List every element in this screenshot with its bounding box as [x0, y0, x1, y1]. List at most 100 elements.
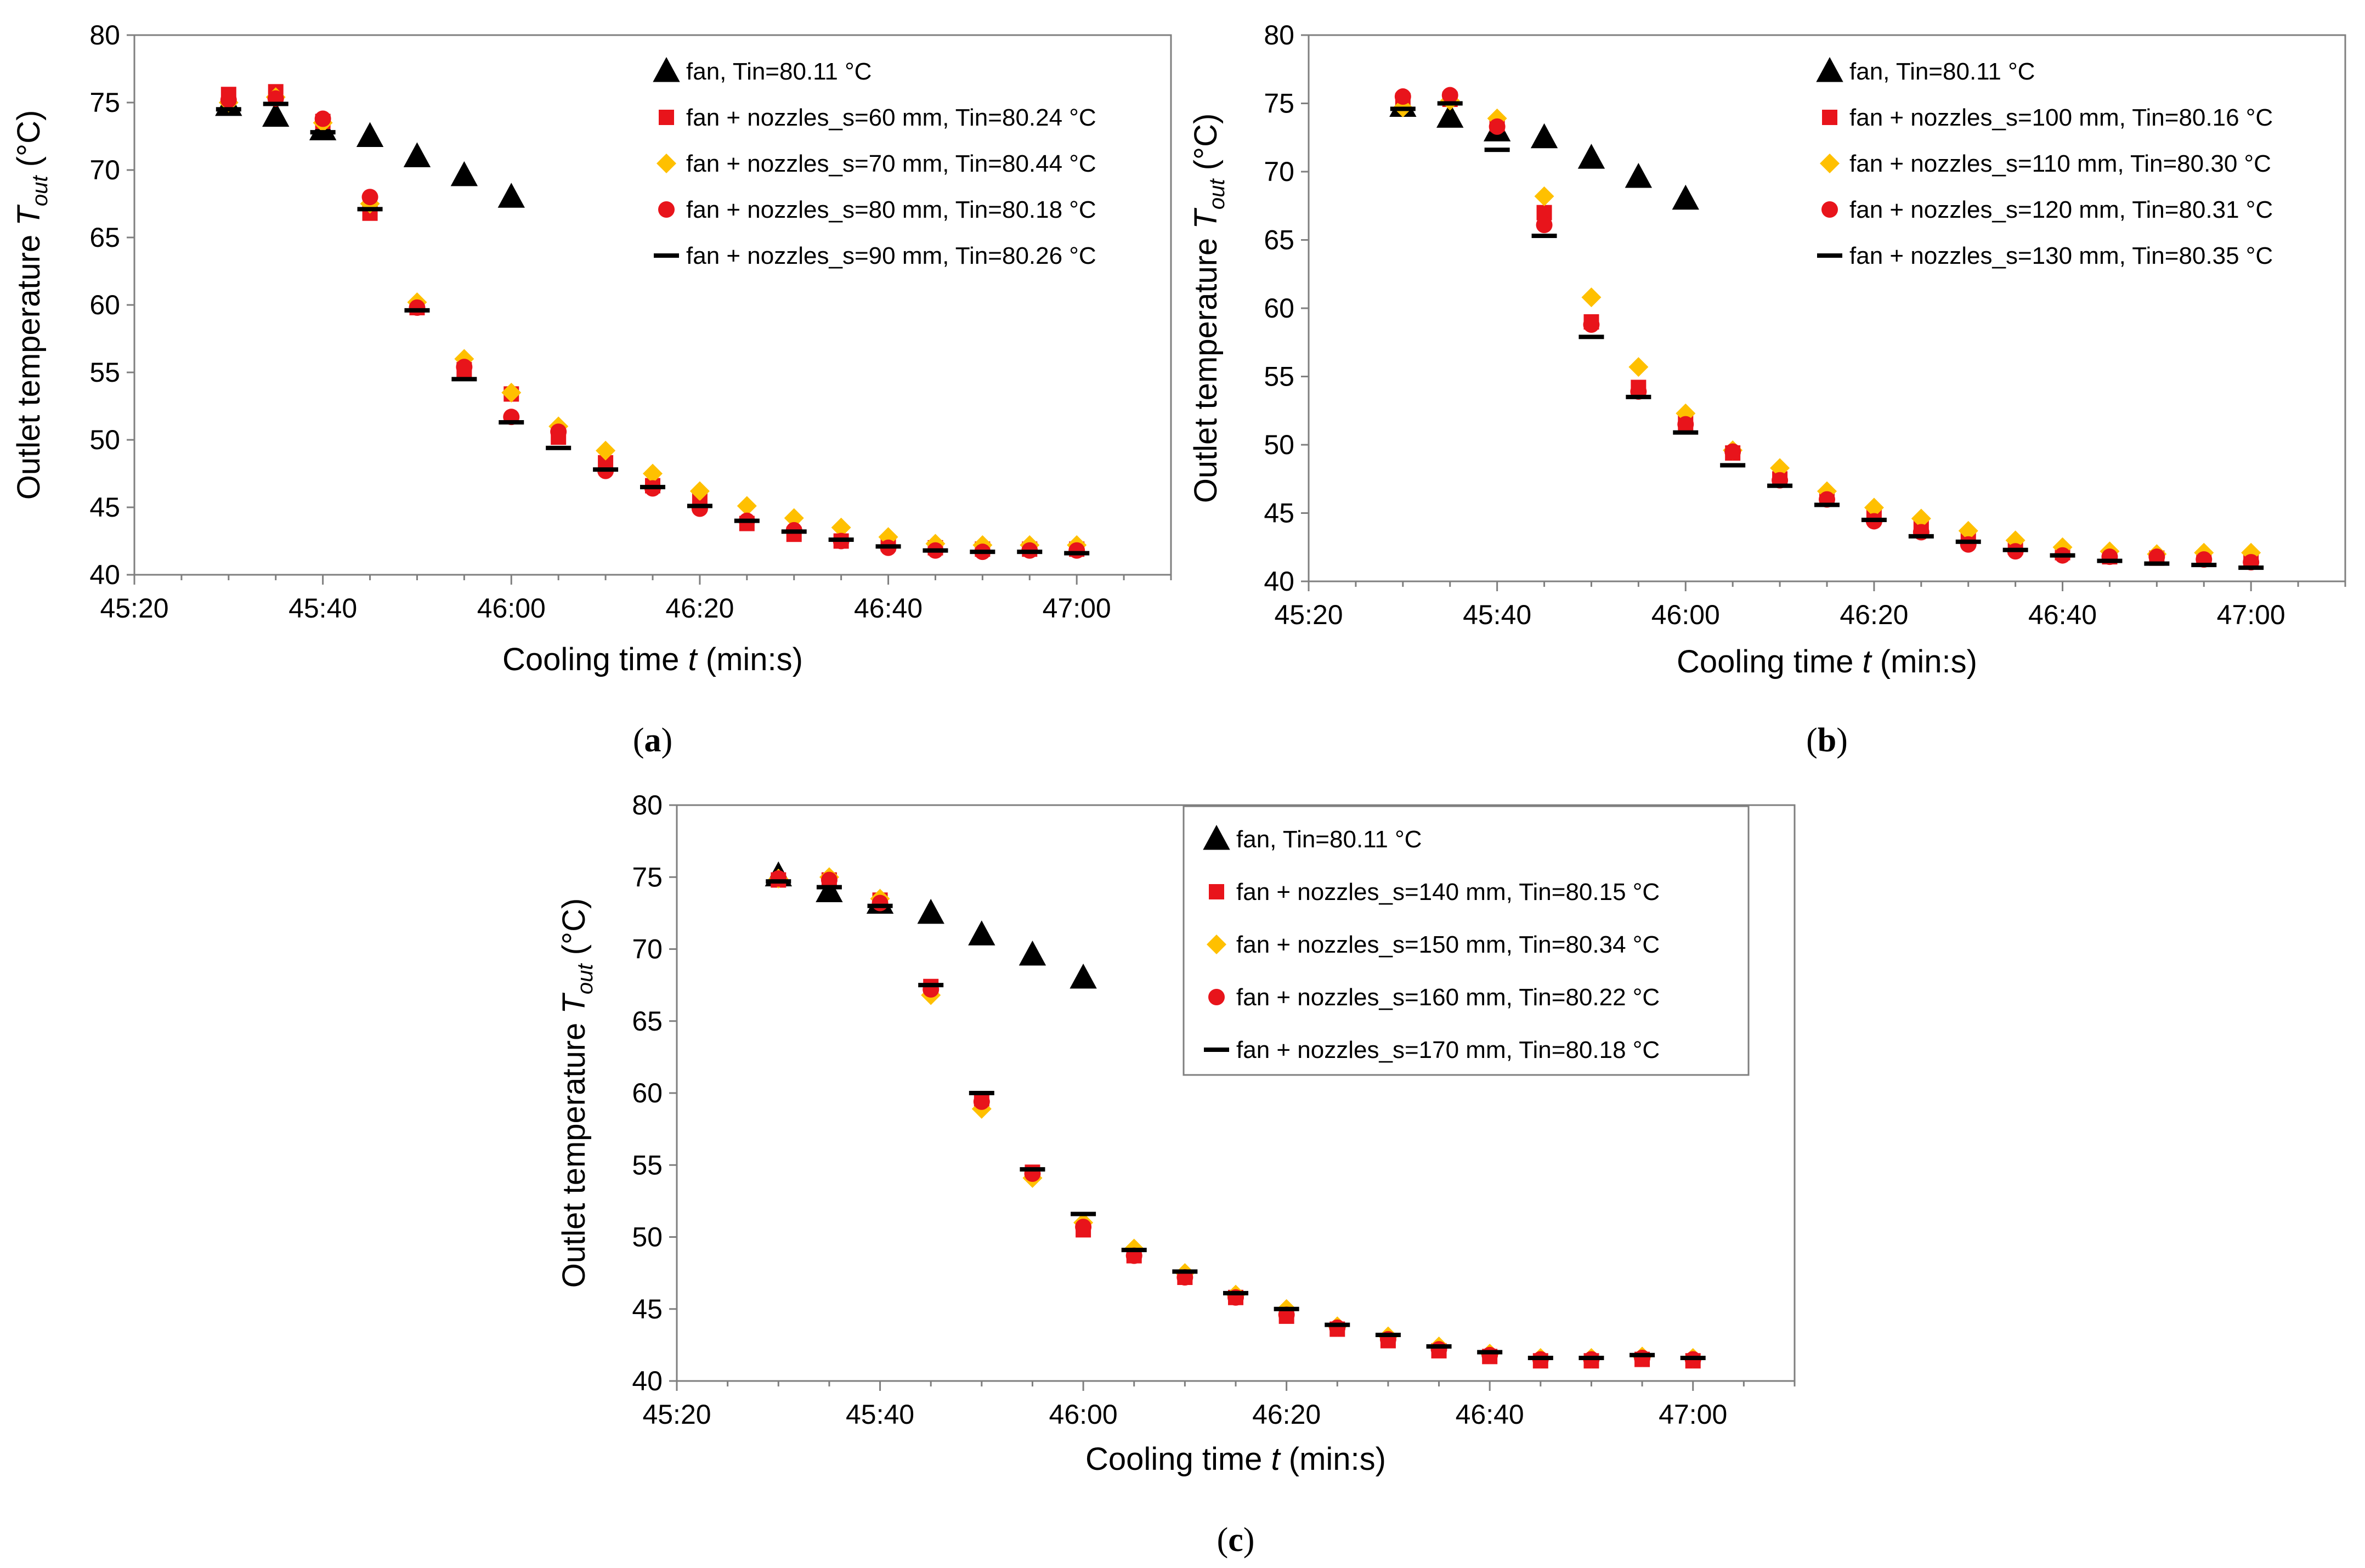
data-point [450, 161, 478, 186]
data-point [816, 877, 843, 902]
legend-marker [654, 253, 679, 258]
data-point [546, 445, 572, 450]
data-point [1223, 1290, 1248, 1295]
x-tick-label: 45:20 [642, 1399, 711, 1430]
y-tick-label: 60 [1264, 293, 1294, 324]
data-point [1484, 148, 1510, 152]
chart-svg: 40 45 50 55 60 65 70 75 80 45:20 45:40 46:00 46:20 46… [1188, 20, 2346, 759]
y-tick-label: 80 [1264, 20, 1294, 50]
data-point [456, 359, 473, 376]
legend-marker [658, 201, 675, 218]
x-tick-label: 47:00 [1043, 593, 1111, 624]
y-axis-label: Outlet temperature Tout (°C) [556, 898, 597, 1288]
data-point [1625, 162, 1653, 188]
y-tick-label: 65 [632, 1006, 663, 1037]
data-point [2148, 548, 2165, 565]
data-point [737, 496, 757, 516]
y-tick-label: 80 [632, 790, 663, 820]
y-tick-label: 45 [632, 1294, 663, 1324]
legend-marker [1208, 989, 1225, 1005]
data-point [499, 420, 524, 425]
data-point [1070, 964, 1097, 989]
legend-entry: fan + nozzles_s=60 mm, Tin=80.24 °C [686, 104, 1096, 131]
series-triangle [1389, 92, 1699, 210]
x-axis-label: Cooling time t (min:s) [1677, 644, 1977, 680]
data-point [1864, 497, 1884, 518]
y-tick-label: 45 [89, 492, 120, 523]
x-tick-label: 46:40 [2028, 599, 2097, 630]
x-tick-label: 46:00 [1049, 1399, 1118, 1430]
data-point [1578, 1356, 1604, 1360]
data-point [404, 308, 430, 313]
legend-entry: fan, Tin=80.11 °C [1849, 58, 2035, 85]
data-point [1437, 101, 1463, 106]
legend-entry: fan + nozzles_s=120 mm, Tin=80.31 °C [1849, 196, 2273, 223]
data-point [361, 189, 378, 206]
y-tick-label: 70 [89, 155, 120, 185]
legend-entry: fan + nozzles_s=70 mm, Tin=80.44 °C [686, 150, 1096, 177]
data-point [1908, 534, 1934, 539]
data-point [1677, 416, 1694, 433]
data-point [1770, 458, 1790, 478]
x-tick-label: 45:40 [846, 1399, 914, 1430]
data-point [640, 485, 665, 490]
data-point [1075, 1219, 1092, 1236]
data-point [816, 885, 842, 890]
x-tick-label: 46:40 [1456, 1399, 1524, 1430]
data-point [1530, 123, 1558, 149]
x-tick-label: 46:20 [1840, 599, 1908, 630]
data-point [403, 142, 431, 167]
panel-caption: (b) [1806, 722, 1848, 759]
y-tick-label: 55 [632, 1150, 663, 1180]
chart-panel-b: 40 45 50 55 60 65 70 75 80 45:20 45:40 46:00 46:20 46… [1182, 0, 2365, 768]
legend-marker [653, 57, 680, 82]
data-point [968, 920, 995, 946]
data-point [689, 481, 710, 501]
data-point [1390, 106, 1416, 111]
data-point [1394, 88, 1411, 105]
legend-entry: fan + nozzles_s=80 mm, Tin=80.18 °C [686, 196, 1096, 223]
data-point [216, 107, 241, 112]
x-tick-label: 46:00 [477, 593, 546, 624]
y-tick-label: 75 [632, 862, 663, 892]
data-point [1814, 502, 1840, 507]
x-tick-label: 47:00 [2217, 599, 2285, 630]
data-point [1017, 550, 1043, 554]
data-point [766, 879, 791, 884]
data-point [1375, 1333, 1401, 1337]
data-point [1577, 144, 1605, 169]
chart-panel-c: 40 45 50 55 60 65 70 75 80 45:20 45:40 46:00 46:20 46… [548, 768, 1817, 1568]
data-point [1767, 483, 1793, 488]
legend-marker [1816, 57, 1843, 82]
data-point [1527, 1356, 1553, 1360]
y-tick-label: 50 [1264, 429, 1294, 460]
legend-marker [1817, 253, 1842, 258]
data-point [1534, 186, 1554, 206]
legend-box [1182, 805, 1750, 1076]
y-tick-label: 40 [89, 559, 120, 590]
data-point [497, 183, 525, 208]
data-point [917, 898, 944, 924]
series-dash [1390, 101, 2264, 570]
series-dash [216, 101, 1090, 556]
chart-panel-a: 40 45 50 55 60 65 70 75 80 45:20 45:40 46:00 46:20 46… [0, 0, 1182, 768]
x-tick-label: 46:20 [1252, 1399, 1321, 1430]
data-point [596, 440, 616, 461]
data-point [262, 101, 290, 127]
data-point [1861, 517, 1887, 522]
data-point [831, 517, 851, 537]
data-point [1064, 551, 1090, 556]
chart-svg: 40 45 50 55 60 65 70 75 80 45:20 45:40 46:00 46:20 46… [11, 20, 1172, 759]
data-point [875, 544, 901, 549]
data-point [923, 548, 948, 553]
data-point [1481, 1346, 1498, 1363]
data-point [1020, 1167, 1045, 1172]
x-axis-label: Cooling time t (min:s) [1085, 1441, 1386, 1477]
legend-entry: fan + nozzles_s=170 mm, Tin=80.18 °C [1236, 1037, 1660, 1063]
data-point [1960, 536, 1977, 553]
x-tick-label: 45:40 [288, 593, 357, 624]
data-point [1071, 1212, 1096, 1216]
y-axis-label: Outlet temperature Tout (°C) [1188, 114, 1229, 503]
data-point [356, 122, 384, 147]
legend-marker [1820, 154, 1840, 173]
